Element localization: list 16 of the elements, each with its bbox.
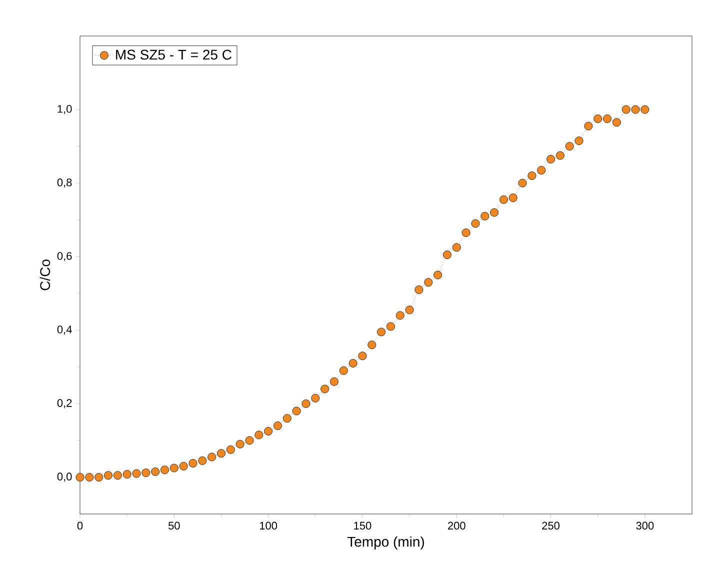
y-tick-label: 1,0 — [58, 105, 72, 114]
y-tick-label: 0,6 — [57, 252, 72, 262]
x-tick-label: 250 — [542, 522, 560, 530]
x-tick-label: 50 — [168, 522, 180, 530]
x-tick-label: 0 — [77, 522, 83, 530]
y-tick-label: 0,4 — [57, 326, 72, 335]
x-tick-label: 100 — [260, 522, 278, 530]
x-tick-label: 200 — [448, 522, 466, 530]
y-tick-label: 0,8 — [57, 178, 72, 188]
y-axis-title: C/Co — [40, 260, 50, 290]
y-tick-label: 0,2 — [57, 399, 72, 408]
y-tick-label: 0,0 — [57, 472, 72, 482]
x-tick-label: 300 — [636, 522, 654, 530]
legend-label: MS SZ5 - T = 25 C — [116, 50, 232, 60]
x-tick-label: 150 — [354, 522, 372, 530]
x-axis-title: Tempo (min) — [347, 536, 424, 550]
